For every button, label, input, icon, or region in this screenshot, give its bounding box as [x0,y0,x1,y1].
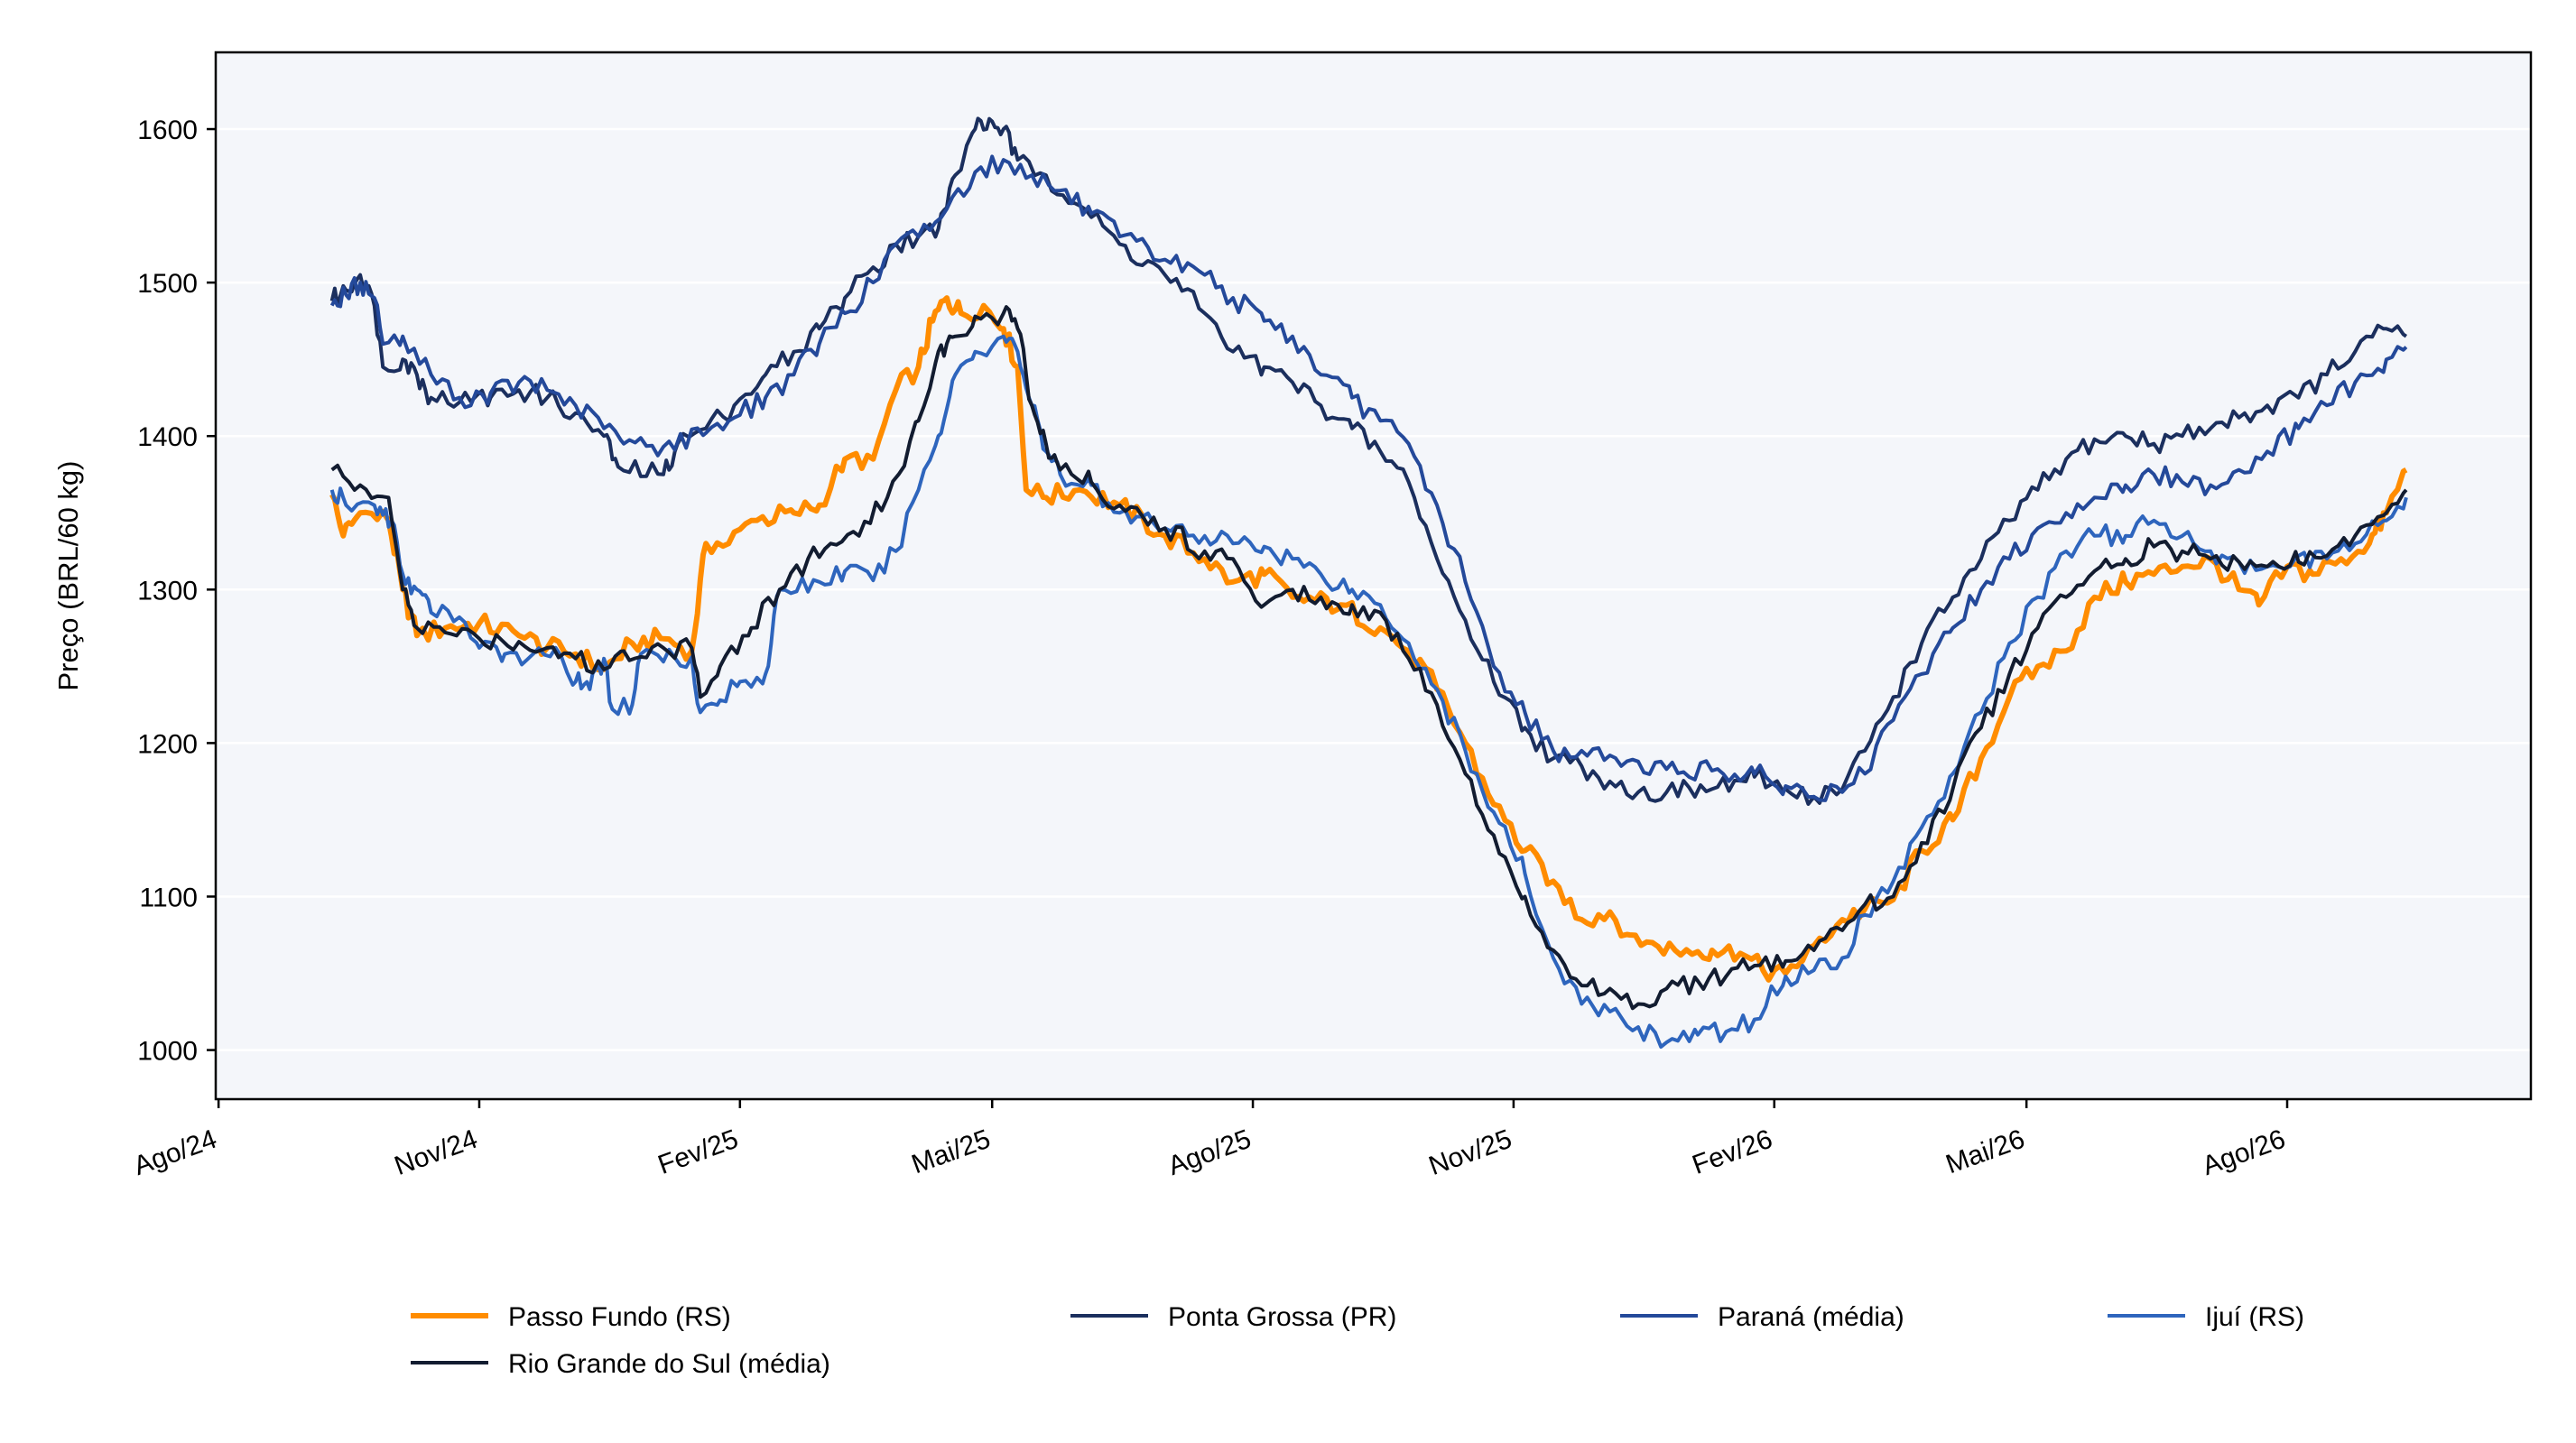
series-line [330,305,2408,1011]
legend-label: Rio Grande do Sul (média) [508,1349,830,1379]
legend-label: Paraná (média) [1718,1302,1904,1332]
y-tick-label: 1100 [139,883,198,912]
y-tick-label: 1500 [137,269,198,299]
x-tick-label: Ago/24 [130,1124,221,1182]
x-tick-label: Fev/26 [1689,1124,1776,1180]
y-tick-label: 1000 [137,1037,198,1067]
y-tick-label: 1400 [137,422,198,452]
plot-frame [214,51,2533,1101]
y-tick-label: 1300 [137,576,198,606]
y-axis: 1000 1100 1200 1300 1400 1500 1600 [137,116,216,1067]
x-axis: Ago/24 Nov/24 Fev/25 Mai/25 Ago/25 Nov/25 Fev/… [130,1099,2290,1182]
y-tick-label: 1200 [137,729,198,759]
legend-label: Ponta Grossa (PR) [1168,1302,1396,1332]
x-tick-label: Fev/25 [654,1124,742,1180]
legend: Passo Fundo (RS) Ponta Grossa (PR) Paraná … [411,1302,2304,1379]
x-tick-label: Nov/24 [391,1124,482,1182]
y-tick-label: 1600 [137,116,198,145]
x-tick-label: Ago/25 [1164,1124,1256,1182]
series-line [329,295,2408,983]
series-line [329,116,2408,806]
x-tick-label: Ago/26 [2199,1124,2290,1182]
series-lines [329,116,2408,1049]
x-tick-label: Mai/25 [908,1124,995,1180]
x-tick-label: Nov/25 [1425,1124,1516,1182]
plot-background [216,52,2531,1099]
series-line [329,334,2408,1049]
legend-label: Ijuí (RS) [2205,1302,2304,1332]
x-tick-label: Mai/26 [1942,1124,2029,1180]
y-axis-label: Preço (BRL/60 kg) [52,461,84,691]
series-line [329,154,2408,802]
legend-label: Passo Fundo (RS) [508,1302,731,1332]
